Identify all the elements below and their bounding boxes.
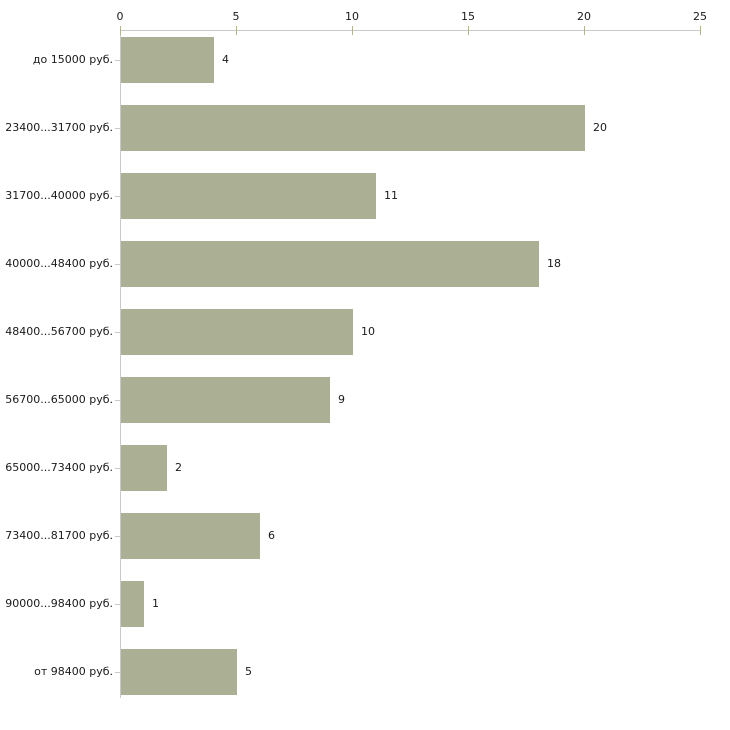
y-tick-mark [115,400,120,401]
bar [121,513,260,559]
category-label: 23400...31700 руб. [5,121,113,134]
category-label: до 15000 руб. [32,53,113,66]
category-label: 31700...40000 руб. [5,189,113,202]
y-tick-mark [115,264,120,265]
value-label: 9 [338,393,345,406]
y-tick-mark [115,196,120,197]
value-label: 10 [361,325,375,338]
x-tick-label: 5 [232,10,240,23]
y-tick-mark [115,672,120,673]
category-label: 90000...98400 руб. [5,597,113,610]
bar [121,105,585,151]
value-label: 20 [593,121,607,134]
bar [121,445,167,491]
y-tick-mark [115,60,120,61]
x-tick-label: 20 [577,10,591,23]
category-label: 56700...65000 руб. [5,393,113,406]
bar [121,37,214,83]
bar [121,241,539,287]
x-tick-mark [700,26,701,35]
x-tick-mark [120,26,121,35]
y-tick-mark [115,128,120,129]
bar [121,309,353,355]
x-tick-label: 10 [345,10,359,23]
value-label: 1 [152,597,159,610]
category-label: 65000...73400 руб. [5,461,113,474]
category-label: 73400...81700 руб. [5,529,113,542]
bar [121,581,144,627]
x-tick-label: 0 [116,10,124,23]
value-label: 5 [245,665,252,678]
value-label: 11 [384,189,398,202]
value-label: 4 [222,53,229,66]
x-tick-mark [236,26,237,35]
y-tick-mark [115,468,120,469]
x-axis-line [120,30,701,31]
x-tick-mark [352,26,353,35]
bar [121,649,237,695]
value-label: 2 [175,461,182,474]
x-tick-mark [468,26,469,35]
y-tick-mark [115,536,120,537]
x-tick-mark [584,26,585,35]
y-tick-mark [115,604,120,605]
y-axis-line [120,30,121,698]
x-tick-label: 25 [693,10,707,23]
value-label: 6 [268,529,275,542]
bar [121,377,330,423]
value-label: 18 [547,257,561,270]
y-tick-mark [115,332,120,333]
category-label: 48400...56700 руб. [5,325,113,338]
category-label: от 98400 руб. [34,665,113,678]
x-tick-label: 15 [461,10,475,23]
category-label: 40000...48400 руб. [5,257,113,270]
bar [121,173,376,219]
